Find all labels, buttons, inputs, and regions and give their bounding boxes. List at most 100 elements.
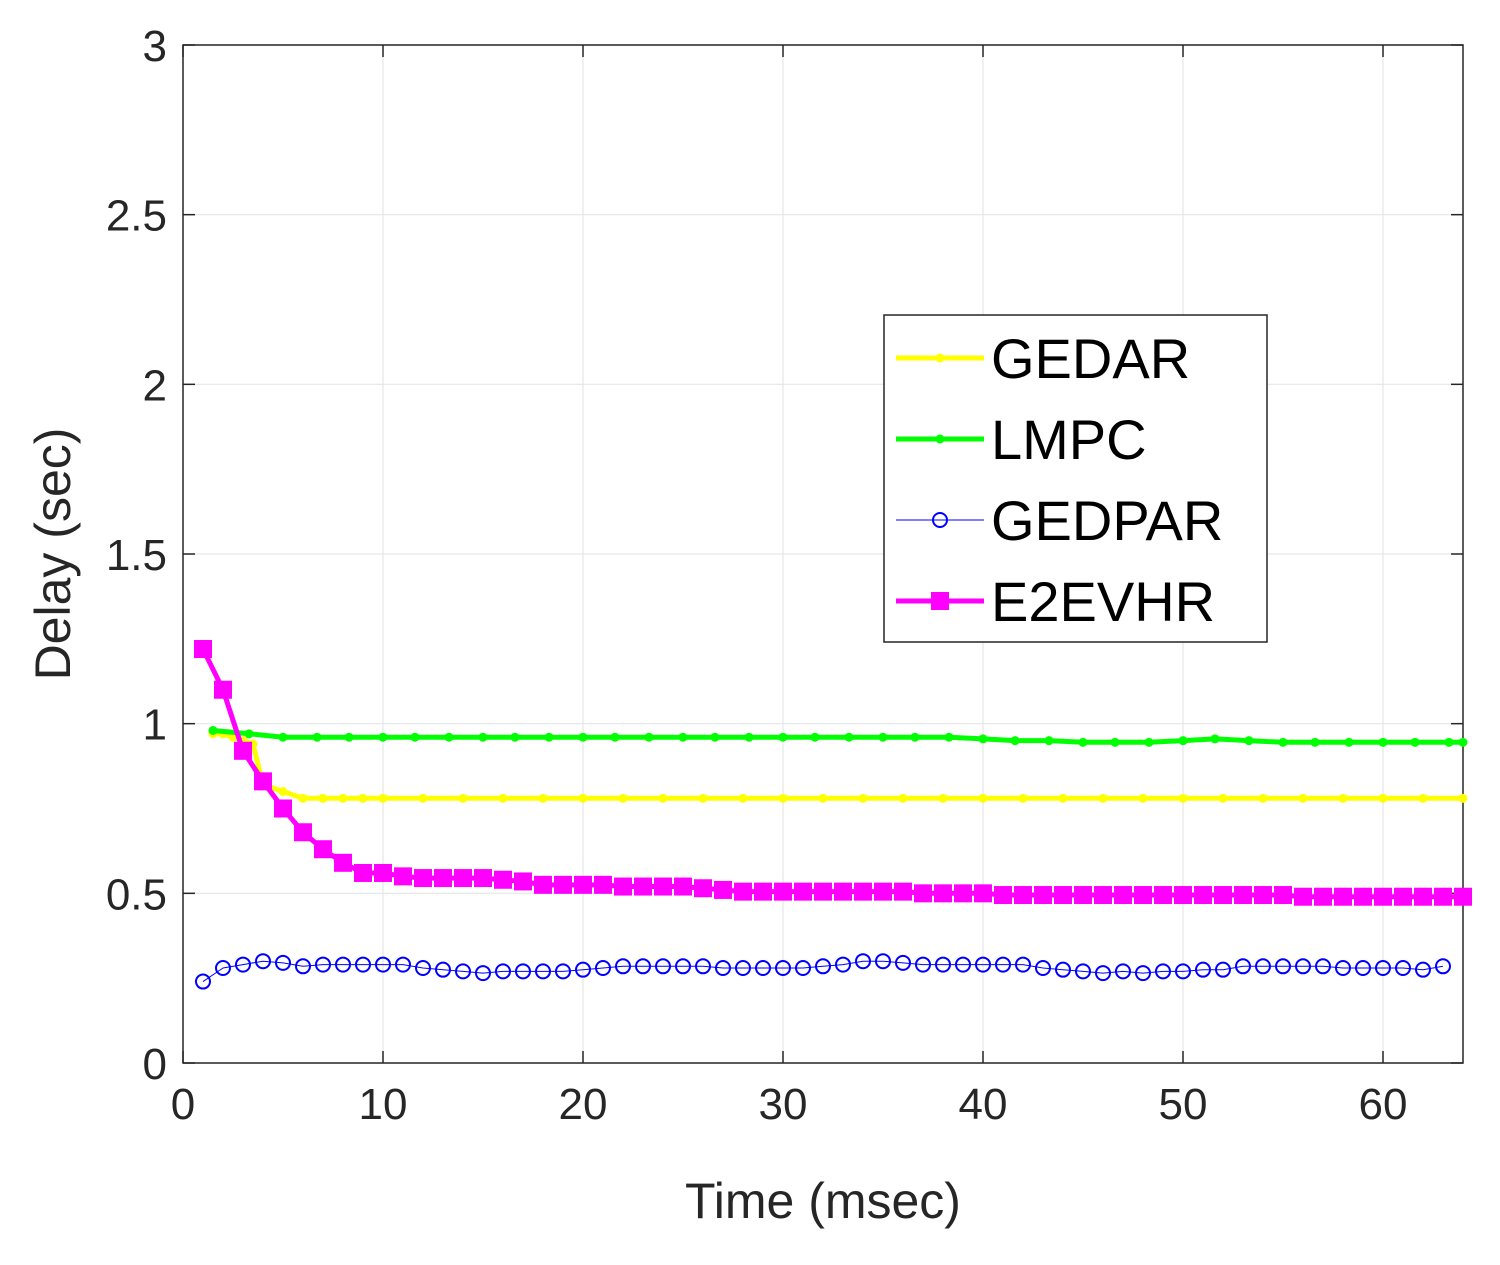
data-point-gedpar	[775, 959, 791, 976]
data-point-gedpar	[475, 965, 491, 982]
legend-swatch-marker	[931, 592, 949, 610]
data-point-e2evhr	[1214, 886, 1232, 905]
legend-item-gedpar: GEDPAR	[896, 489, 1223, 552]
data-point-e2evhr	[814, 882, 832, 901]
data-point-gedar	[318, 793, 328, 803]
legend-item-lmpc: LMPC	[896, 408, 1147, 471]
data-point-e2evhr	[894, 882, 912, 901]
x-tick-label: 40	[959, 1080, 1008, 1129]
data-point-e2evhr	[1034, 886, 1052, 905]
data-point-e2evhr	[594, 875, 612, 894]
data-point-gedpar	[315, 956, 331, 973]
data-point-gedar	[698, 793, 708, 803]
legend-label-e2evhr: E2EVHR	[991, 570, 1215, 633]
data-point-gedpar	[1115, 963, 1131, 980]
data-point-gedpar	[615, 958, 631, 975]
data-point-gedpar	[535, 963, 551, 980]
data-point-gedar	[418, 793, 428, 803]
data-point-lmpc	[1378, 737, 1388, 747]
data-point-e2evhr	[1094, 886, 1112, 905]
data-point-gedar	[1298, 793, 1308, 803]
data-point-e2evhr	[794, 882, 812, 901]
data-point-e2evhr	[914, 884, 932, 903]
data-point-gedar	[498, 793, 508, 803]
data-point-e2evhr	[214, 680, 232, 699]
data-point-gedpar	[1215, 961, 1231, 978]
data-point-lmpc	[510, 732, 520, 742]
data-point-e2evhr	[514, 872, 532, 891]
data-point-e2evhr	[774, 882, 792, 901]
data-point-gedpar	[1355, 959, 1371, 976]
data-point-e2evhr	[1194, 886, 1212, 905]
data-point-gedpar	[1015, 956, 1031, 973]
data-point-e2evhr	[374, 863, 392, 882]
data-point-gedpar	[1175, 963, 1191, 980]
data-point-e2evhr	[1014, 886, 1032, 905]
data-point-gedpar	[435, 961, 451, 978]
data-point-lmpc	[1110, 737, 1120, 747]
data-point-gedpar	[1075, 963, 1091, 980]
data-point-lmpc	[1458, 737, 1468, 747]
data-point-gedar	[338, 793, 348, 803]
legend-swatch-marker	[935, 353, 945, 363]
data-point-gedpar	[1195, 961, 1211, 978]
data-point-gedpar	[1435, 958, 1451, 975]
x-tick-label: 10	[359, 1080, 408, 1129]
data-point-e2evhr	[1394, 887, 1412, 906]
series-line-e2evhr	[200, 647, 1463, 900]
data-point-e2evhr	[1434, 887, 1452, 906]
data-point-gedar	[1058, 793, 1068, 803]
data-point-gedpar	[595, 959, 611, 976]
data-point-gedar	[538, 793, 548, 803]
data-point-gedpar	[335, 956, 351, 973]
data-point-gedar	[458, 793, 468, 803]
data-point-e2evhr	[554, 875, 572, 894]
data-point-e2evhr	[734, 882, 752, 901]
legend-item-gedar: GEDAR	[896, 327, 1190, 390]
data-point-gedpar	[835, 956, 851, 973]
data-point-gedpar	[955, 956, 971, 973]
data-point-e2evhr	[854, 882, 872, 901]
data-point-gedpar	[1335, 959, 1351, 976]
data-point-gedpar	[655, 958, 671, 975]
data-point-gedar	[358, 793, 368, 803]
data-point-lmpc	[1244, 736, 1254, 746]
data-point-gedar	[978, 793, 988, 803]
data-point-lmpc	[678, 732, 688, 742]
data-point-gedpar	[275, 954, 291, 971]
data-point-lmpc	[810, 732, 820, 742]
data-point-gedar	[898, 793, 908, 803]
data-point-e2evhr	[1334, 887, 1352, 906]
legend-label-lmpc: LMPC	[991, 408, 1147, 471]
data-point-e2evhr	[434, 869, 452, 888]
data-point-lmpc	[910, 732, 920, 742]
data-point-lmpc	[1144, 737, 1154, 747]
data-point-lmpc	[1178, 736, 1188, 746]
data-point-gedar	[1138, 793, 1148, 803]
data-point-gedpar	[1135, 965, 1151, 982]
data-point-lmpc	[1044, 736, 1054, 746]
data-point-gedar	[778, 793, 788, 803]
data-point-e2evhr	[294, 823, 312, 842]
legend-swatch-marker	[935, 434, 945, 444]
data-point-e2evhr	[334, 853, 352, 872]
data-point-gedar	[1098, 793, 1108, 803]
data-point-e2evhr	[1074, 886, 1092, 905]
y-tick-label: 2.5	[106, 192, 167, 241]
legend: GEDAR LMPC GEDPAR E2EVHR	[883, 314, 1268, 643]
data-point-e2evhr	[934, 884, 952, 903]
series-gedar	[208, 729, 1468, 803]
data-point-lmpc	[1310, 737, 1320, 747]
data-point-lmpc	[778, 732, 788, 742]
data-point-e2evhr	[1114, 886, 1132, 905]
data-point-gedpar	[555, 963, 571, 980]
data-point-e2evhr	[1454, 887, 1472, 906]
data-point-gedar	[1218, 793, 1228, 803]
y-tick-label: 2	[143, 361, 167, 410]
series-layer	[194, 640, 1472, 990]
data-point-gedpar	[675, 958, 691, 975]
data-point-e2evhr	[994, 886, 1012, 905]
x-axis-label: Time (msec)	[685, 1173, 961, 1229]
